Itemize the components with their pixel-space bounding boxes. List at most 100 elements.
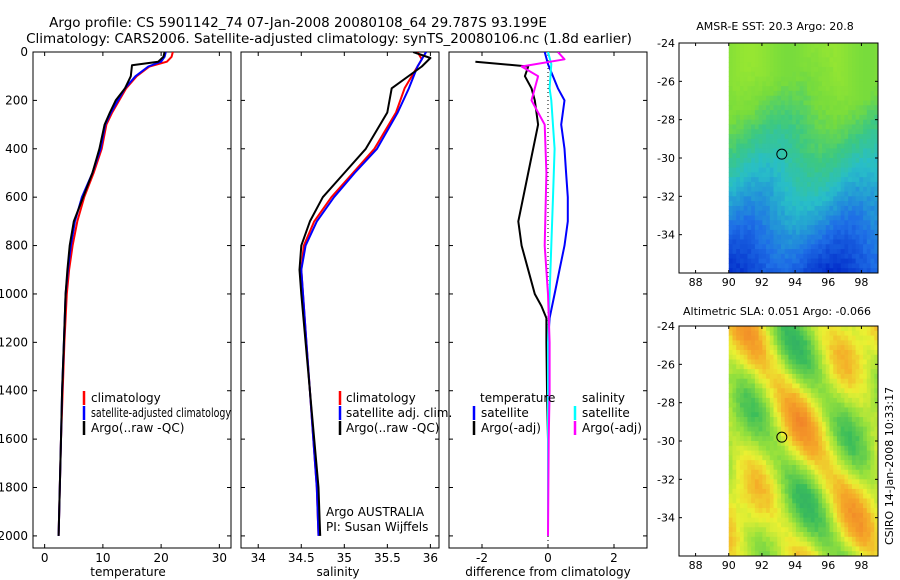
- map-cell: [803, 71, 808, 77]
- map-cell: [743, 258, 748, 264]
- map-cell: [814, 210, 819, 216]
- map-cell: [866, 205, 871, 212]
- x-tick-label: 34: [251, 551, 266, 565]
- map-cell: [736, 546, 741, 552]
- map-cell: [870, 210, 875, 216]
- map-cell: [777, 172, 782, 178]
- map-cell: [822, 373, 827, 380]
- map-cell: [728, 81, 733, 87]
- map-cell: [792, 239, 797, 245]
- map-cell: [773, 167, 778, 173]
- map-cell: [777, 62, 782, 68]
- map-cell: [803, 129, 808, 135]
- map-cell: [799, 239, 804, 245]
- map-cell: [814, 421, 819, 428]
- map-cell: [762, 253, 767, 260]
- salinity-axis-label: salinity: [316, 565, 359, 579]
- map-cell: [762, 397, 767, 404]
- map-cell: [769, 62, 774, 68]
- map-cell: [732, 503, 737, 509]
- map-cell: [818, 205, 823, 212]
- map-cell: [814, 426, 819, 432]
- x-tick-label: -2: [476, 551, 488, 565]
- map-cell: [848, 493, 853, 499]
- map-cell: [833, 258, 838, 264]
- map-cell: [728, 263, 733, 269]
- map-cell: [751, 47, 756, 53]
- map-cell: [739, 253, 745, 260]
- map-cell: [810, 66, 815, 73]
- map-cell: [777, 177, 782, 183]
- map-cell: [769, 522, 774, 528]
- map-cell: [736, 196, 741, 202]
- map-cell: [739, 138, 745, 145]
- map-cell: [799, 402, 804, 408]
- map-cell: [795, 158, 801, 164]
- map-cell: [844, 148, 849, 154]
- map-cell: [758, 541, 763, 547]
- map-cell: [833, 210, 838, 216]
- map-cell: [758, 417, 763, 423]
- map-cell: [829, 114, 834, 121]
- map-cell: [777, 436, 782, 442]
- map-cell: [825, 383, 830, 389]
- map-cell: [859, 450, 864, 456]
- map-cell: [833, 345, 838, 351]
- map-cell: [732, 412, 737, 418]
- map-cell: [818, 397, 823, 404]
- map-cell: [833, 369, 838, 375]
- map-cell: [874, 210, 879, 216]
- map-cell: [780, 373, 786, 380]
- figure-title-line-2: Climatology: CARS2006. Satellite-adjuste…: [26, 31, 632, 47]
- map-cell: [780, 546, 786, 552]
- map-cell: [788, 546, 793, 552]
- map-cell: [795, 114, 801, 121]
- map-cell: [836, 512, 842, 519]
- map-cell: [814, 402, 819, 408]
- map-cell: [780, 503, 786, 509]
- map-cell: [844, 172, 849, 178]
- map-cell: [736, 100, 741, 106]
- map-cell: [739, 508, 745, 514]
- map-cell: [780, 167, 786, 173]
- map-cell: [780, 493, 786, 499]
- map-cell: [769, 143, 774, 149]
- map-cell: [754, 488, 759, 495]
- map-cell: [851, 469, 857, 475]
- map-cell: [874, 124, 879, 130]
- map-cell: [769, 134, 774, 140]
- map-cell: [859, 536, 864, 543]
- map-cell: [822, 431, 827, 437]
- map-cell: [833, 47, 838, 53]
- map-cell: [792, 326, 797, 332]
- map-cell: [818, 383, 823, 389]
- map-cell: [803, 90, 808, 97]
- map-cell: [874, 431, 879, 437]
- map-y-tick-label: -30: [657, 435, 675, 448]
- map-cell: [732, 76, 737, 82]
- map-cell: [758, 532, 763, 538]
- map-cell: [855, 138, 860, 145]
- map-cell: [851, 378, 857, 384]
- map-cell: [822, 215, 827, 221]
- map-cell: [788, 493, 793, 499]
- map-cell: [870, 52, 875, 58]
- map-cell: [747, 330, 752, 336]
- map-cell: [825, 397, 830, 404]
- map-cell: [784, 383, 789, 389]
- map-cell: [799, 249, 804, 255]
- map-cell: [784, 469, 789, 475]
- map-cell: [829, 460, 834, 466]
- map-cell: [833, 484, 838, 490]
- map-cell: [758, 393, 763, 399]
- map-cell: [851, 105, 857, 111]
- map-cell: [799, 431, 804, 437]
- map-cell: [874, 201, 879, 207]
- map-cell: [751, 493, 756, 499]
- map-cell: [833, 546, 838, 552]
- map-cell: [870, 532, 875, 538]
- map-cell: [728, 551, 733, 557]
- map-cell: [795, 57, 801, 63]
- map-cell: [773, 546, 778, 552]
- map-cell: [844, 349, 849, 356]
